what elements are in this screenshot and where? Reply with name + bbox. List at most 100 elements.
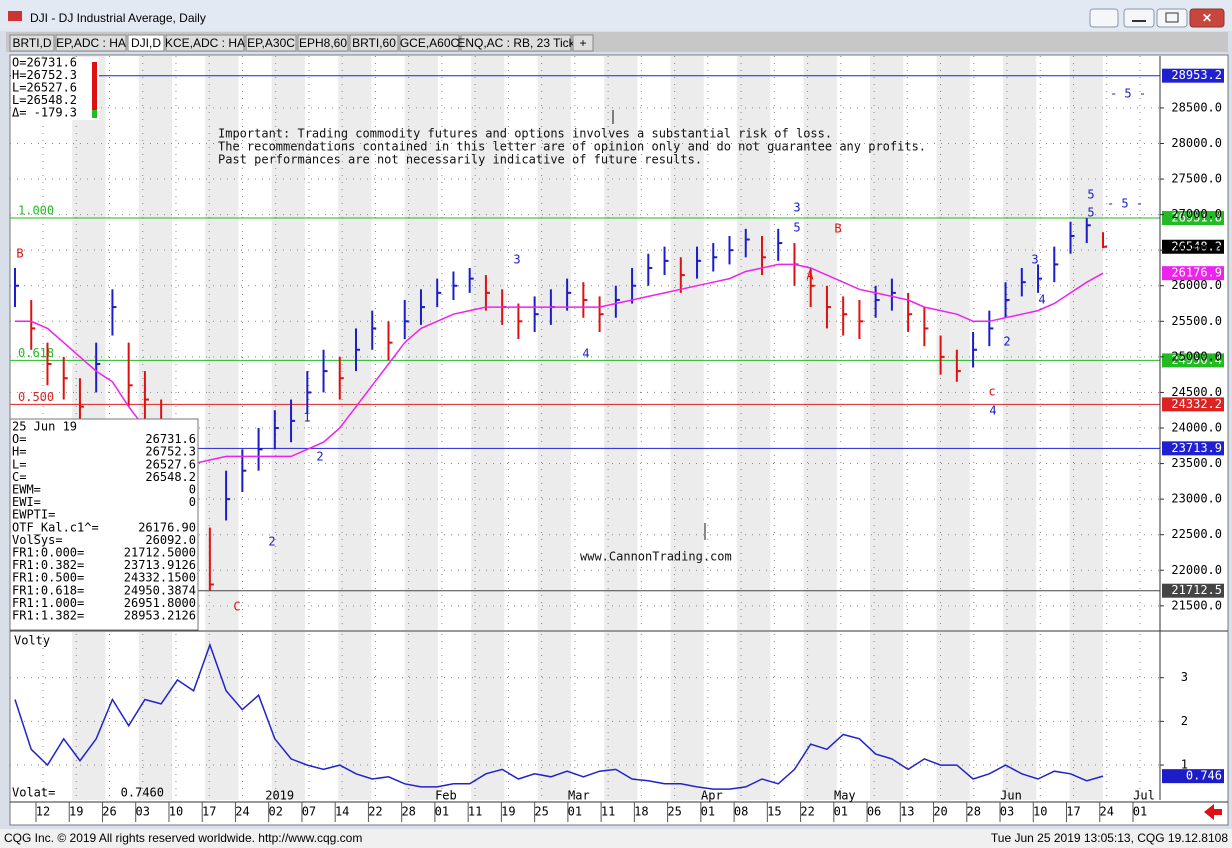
week-band (338, 56, 372, 630)
close-button[interactable] (1189, 8, 1225, 28)
wave-label: 5 (1087, 188, 1094, 202)
data-window-value: 26752.3 (145, 445, 196, 459)
week-band (471, 56, 505, 630)
tab[interactable] (572, 34, 594, 52)
data-window-value: 26092.0 (145, 533, 196, 547)
wave-label: A (806, 269, 814, 283)
price-tag (1162, 239, 1224, 254)
price-tag (1162, 68, 1224, 83)
tab-label: + (579, 36, 586, 50)
wave-label: c (988, 385, 995, 399)
tab[interactable] (127, 34, 165, 52)
data-window-label: OTF_Kal.c1^= (12, 520, 99, 534)
price-tag-label: 0.746 (1186, 769, 1222, 783)
y-tick-label: 26500.0 (1171, 243, 1222, 257)
tab-label: ENQ,AC : RB, 23 Tick (457, 36, 575, 50)
disclaimer-line: Past performances are not necessarily in… (218, 153, 702, 167)
price-tag (1162, 769, 1224, 784)
x-tick-label: 25 (534, 805, 548, 819)
data-window-value: 26176.90 (138, 520, 196, 534)
data-window-label: VolSys= (12, 533, 63, 547)
week-band (271, 56, 305, 630)
tab-label: EP,A30C (247, 36, 295, 50)
price-tag (1162, 353, 1224, 368)
tab[interactable] (460, 34, 572, 52)
wave-label: 3 (793, 201, 800, 215)
week-band (1003, 632, 1037, 800)
tab[interactable] (399, 34, 460, 52)
wave-label: - 5 - (1107, 197, 1143, 211)
y-tick-label: 25000.0 (1171, 349, 1222, 363)
x-tick-label: 25 (667, 805, 681, 819)
tab[interactable] (245, 34, 297, 52)
data-window-value: 23713.9126 (124, 558, 196, 572)
x-tick-label: 17 (202, 805, 216, 819)
price-tag-label: 26176.9 (1171, 266, 1222, 280)
data-window-label: FR1:1.000= (12, 596, 84, 610)
tab-label: BRTI,D (12, 36, 51, 50)
scroll-arrow[interactable] (1204, 804, 1222, 820)
volty-line (14, 642, 1104, 790)
week-band (870, 56, 904, 630)
x-tick-label: 24 (1100, 805, 1114, 819)
tab[interactable] (165, 34, 245, 52)
y-tick-label: 22000.0 (1171, 563, 1222, 577)
price-tag (1162, 441, 1224, 456)
y-tick-label: 2 (1181, 714, 1188, 728)
x-tick-label: 06 (867, 805, 881, 819)
maximize-button[interactable] (1156, 8, 1188, 28)
data-window-label: FR1:0.500= (12, 571, 84, 585)
x-tick-label: 10 (169, 805, 183, 819)
status-left: CQG Inc. © 2019 All rights reserved worl… (4, 831, 362, 845)
disclaimer-line: Important: Trading commodity futures and… (218, 127, 832, 141)
wave-label: B (834, 222, 841, 236)
y-tick-label: 22500.0 (1171, 527, 1222, 541)
data-window-value: 26731.6 (145, 432, 196, 446)
week-band (138, 632, 172, 800)
x-tick-label: 24 (235, 805, 249, 819)
x-tick-label: 18 (634, 805, 648, 819)
week-band (471, 632, 505, 800)
data-window-label: FR1:0.382= (12, 558, 84, 572)
tab[interactable] (349, 34, 399, 52)
month-label: Jun (1000, 789, 1022, 803)
level-ratio: 1.000 (18, 204, 54, 218)
price-tag-label: 21712.5 (1171, 583, 1222, 597)
x-tick-label: 19 (69, 805, 83, 819)
close-icon: ✕ (1202, 11, 1212, 25)
data-window-label: FR1:1.382= (12, 609, 84, 623)
x-tick-label: 03 (1000, 805, 1014, 819)
x-tick-label: 20 (933, 805, 947, 819)
price-tag (1162, 397, 1224, 412)
wave-label: 5 (793, 221, 800, 235)
month-label: Mar (568, 789, 590, 803)
week-band (404, 632, 438, 800)
tab[interactable] (9, 34, 55, 52)
x-tick-label: 01 (1133, 805, 1147, 819)
ohlc-gauge (92, 110, 97, 118)
data-window-value: 21712.5000 (124, 546, 196, 560)
x-tick-label: 14 (335, 805, 349, 819)
week-band (604, 632, 638, 800)
month-label: Jul (1133, 789, 1155, 803)
y-tick-label: 26000.0 (1171, 278, 1222, 292)
price-tag (1162, 211, 1224, 226)
link-button[interactable] (1089, 8, 1119, 28)
week-band (404, 56, 438, 630)
tab[interactable] (297, 34, 349, 52)
x-tick-label: 11 (601, 805, 615, 819)
price-tag-label: 26548.2 (1171, 239, 1222, 253)
data-window-value: 28953.2126 (124, 609, 196, 623)
week-band (670, 56, 704, 630)
tab-label: BRTI,60 (352, 36, 396, 50)
minimize-button[interactable] (1123, 8, 1155, 28)
month-label: 2019 (265, 789, 294, 803)
wave-label: 2 (268, 535, 275, 549)
wave-label: 3 (1031, 253, 1038, 267)
price-tag-label: 24950.4 (1171, 353, 1222, 367)
ohlc-readout: O=26731.6 (12, 56, 77, 70)
ohlc-readout: L=26548.2 (12, 93, 77, 107)
tab[interactable] (55, 34, 127, 52)
y-tick-label: 23000.0 (1171, 492, 1222, 506)
data-window-label: 25 Jun 19 (12, 420, 77, 434)
